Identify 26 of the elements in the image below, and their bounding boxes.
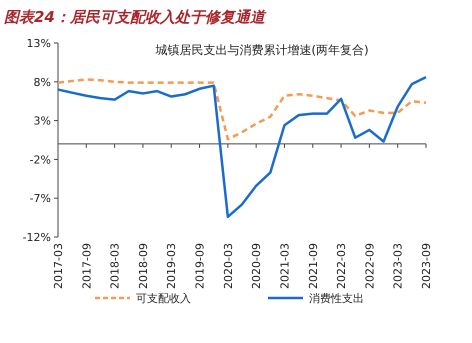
y-tick-label: 3% bbox=[34, 114, 51, 128]
x-tick-label: 2017-03 bbox=[52, 243, 65, 289]
x-tick-label: 2020-09 bbox=[250, 243, 264, 289]
y-tick-label: 8% bbox=[34, 76, 51, 89]
line-series bbox=[56, 76, 428, 218]
y-tick-label: 13% bbox=[26, 37, 51, 50]
x-tick-label: 2021-09 bbox=[306, 243, 320, 289]
y-tick-label: -12% bbox=[22, 231, 51, 244]
y-tick-label: -7% bbox=[30, 192, 51, 206]
y-tick-label: -2% bbox=[30, 153, 51, 166]
x-tick-label: 2018-03 bbox=[108, 243, 122, 289]
x-tick-label: 2017-09 bbox=[80, 243, 94, 289]
x-tick-label: 2019-03 bbox=[165, 243, 178, 289]
x-tick-label: 2020-03 bbox=[222, 243, 235, 289]
x-tick-label: 2021-03 bbox=[278, 243, 292, 289]
legend-label: 可支配收入 bbox=[136, 292, 191, 305]
x-tick-label: 2018-09 bbox=[136, 243, 150, 289]
x-tick-label: 2022-09 bbox=[363, 243, 376, 289]
line-series bbox=[56, 78, 428, 140]
x-tick-label: 2023-03 bbox=[392, 243, 405, 289]
chart-subtitle: 城镇居民支出与消费累计增速(两年复合) bbox=[154, 43, 369, 57]
x-tick-label: 2019-09 bbox=[194, 243, 207, 289]
x-tick-label: 2022-03 bbox=[335, 243, 348, 289]
x-tick-label: 2023-09 bbox=[420, 243, 433, 289]
chart-title: 图表24：居民可支配收入处于修复通道 bbox=[4, 8, 267, 26]
legend-label: 消费性支出 bbox=[309, 292, 364, 305]
